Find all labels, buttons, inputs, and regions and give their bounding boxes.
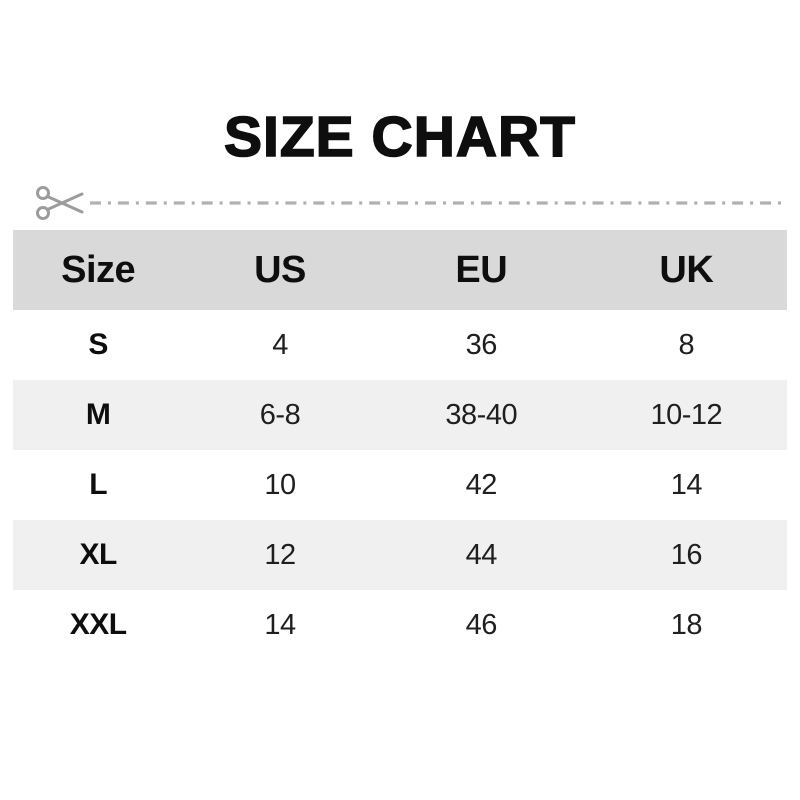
- size-label: XL: [79, 538, 117, 571]
- table-row-xxl: XXL 14 46 18: [13, 590, 787, 660]
- table-header-row: Size US EU UK: [13, 230, 787, 310]
- us-value: 6-8: [259, 398, 301, 431]
- uk-value: 18: [670, 608, 703, 641]
- uk-value: 16: [670, 538, 703, 571]
- us-value: 14: [264, 608, 296, 641]
- scissors-icon: [36, 186, 84, 220]
- us-value: 12: [264, 538, 296, 571]
- size-label: L: [89, 468, 108, 501]
- size-label: XXL: [69, 608, 127, 641]
- size-table: Size US EU UK S 4 36 8 M 6-8 38-40 10-12…: [13, 230, 787, 660]
- cut-line: [34, 183, 788, 223]
- eu-value: 42: [465, 468, 498, 501]
- eu-value: 46: [465, 608, 498, 641]
- column-header-size: Size: [61, 248, 136, 291]
- eu-value: 44: [465, 538, 498, 571]
- column-header-eu: EU: [455, 248, 508, 291]
- table-row-l: L 10 42 14: [13, 450, 787, 520]
- us-value: 10: [264, 468, 296, 501]
- uk-value: 10-12: [650, 398, 723, 431]
- uk-value: 8: [678, 328, 695, 361]
- table-row-s: S 4 36 8: [13, 310, 787, 380]
- page-title: SIZE CHART: [223, 104, 576, 170]
- us-value: 4: [272, 328, 288, 361]
- table-row-xl: XL 12 44 16: [13, 520, 787, 590]
- eu-value: 38-40: [445, 398, 518, 431]
- size-label: S: [88, 328, 108, 361]
- size-label: M: [85, 398, 111, 431]
- table-row-m: M 6-8 38-40 10-12: [13, 380, 787, 450]
- uk-value: 14: [670, 468, 703, 501]
- column-header-us: US: [254, 248, 306, 291]
- dashed-cut-line: [90, 200, 788, 206]
- column-header-uk: UK: [659, 248, 714, 291]
- eu-value: 36: [465, 328, 498, 361]
